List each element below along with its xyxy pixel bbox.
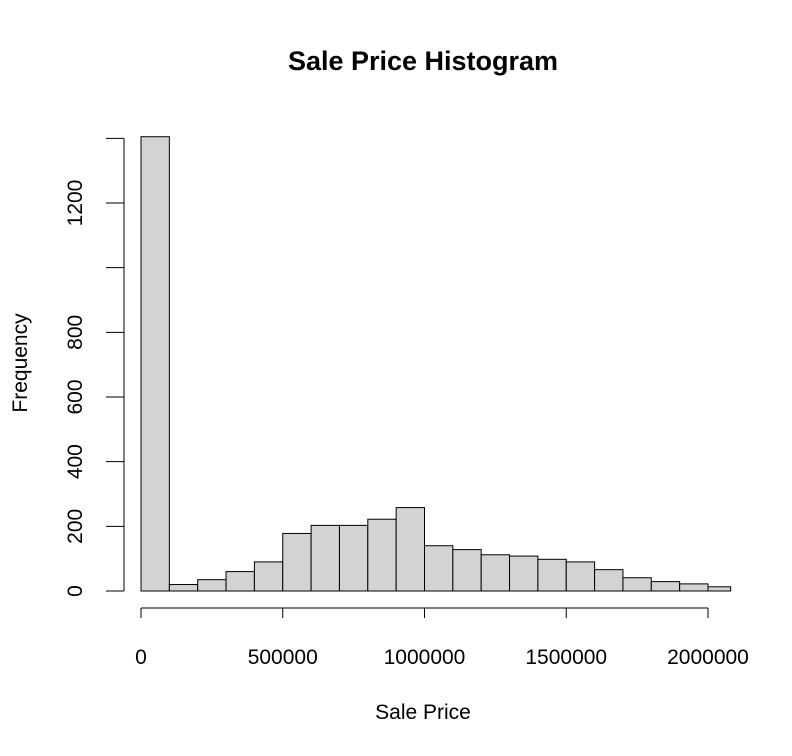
x-axis-label: Sale Price (375, 701, 471, 724)
x-tick-label-2: 1000000 (384, 646, 466, 669)
histogram-bar-2 (197, 579, 227, 592)
bars-group (140, 136, 732, 592)
histogram-bar-4 (253, 561, 284, 592)
histogram-bar-14 (537, 558, 567, 592)
x-axis: 0 500000 1000000 1500000 2000000 (135, 607, 749, 669)
x-tick-label-0: 0 (135, 646, 147, 669)
y-tick-label-1: 200 (64, 509, 87, 544)
histogram-bar-7 (338, 524, 369, 592)
histogram-bar-12 (480, 554, 511, 592)
histogram-bar-19 (679, 583, 709, 592)
y-tick-label-0: 0 (64, 585, 87, 597)
histogram-bar-6 (310, 524, 340, 592)
histogram-bar-9 (395, 507, 425, 592)
histogram-bar-5 (282, 532, 312, 592)
histogram-bar-11 (452, 549, 482, 592)
y-tick-label-4: 800 (64, 315, 87, 350)
histogram-bar-0 (140, 136, 170, 592)
histogram-bar-1 (168, 584, 199, 592)
y-tick-label-6: 1200 (64, 180, 87, 227)
y-axis-label: Frequency (9, 313, 32, 413)
chart-title: Sale Price Histogram (288, 46, 558, 76)
x-tick-label-4: 2000000 (667, 646, 749, 669)
histogram-bar-17 (622, 577, 652, 592)
histogram-bar-20 (707, 586, 732, 592)
y-tick-label-2: 400 (64, 444, 87, 479)
histogram-bar-3 (225, 571, 255, 592)
histogram-bar-15 (565, 561, 596, 592)
histogram-bar-10 (424, 545, 454, 592)
y-axis: 0 200 400 600 800 1200 (64, 137, 125, 597)
x-tick-label-1: 500000 (248, 646, 318, 669)
x-tick-label-3: 1500000 (525, 646, 607, 669)
histogram-bar-18 (650, 581, 681, 592)
histogram-bar-8 (367, 518, 397, 592)
y-tick-label-3: 600 (64, 379, 87, 414)
histogram-bar-16 (594, 569, 624, 592)
histogram-bar-13 (509, 555, 539, 592)
